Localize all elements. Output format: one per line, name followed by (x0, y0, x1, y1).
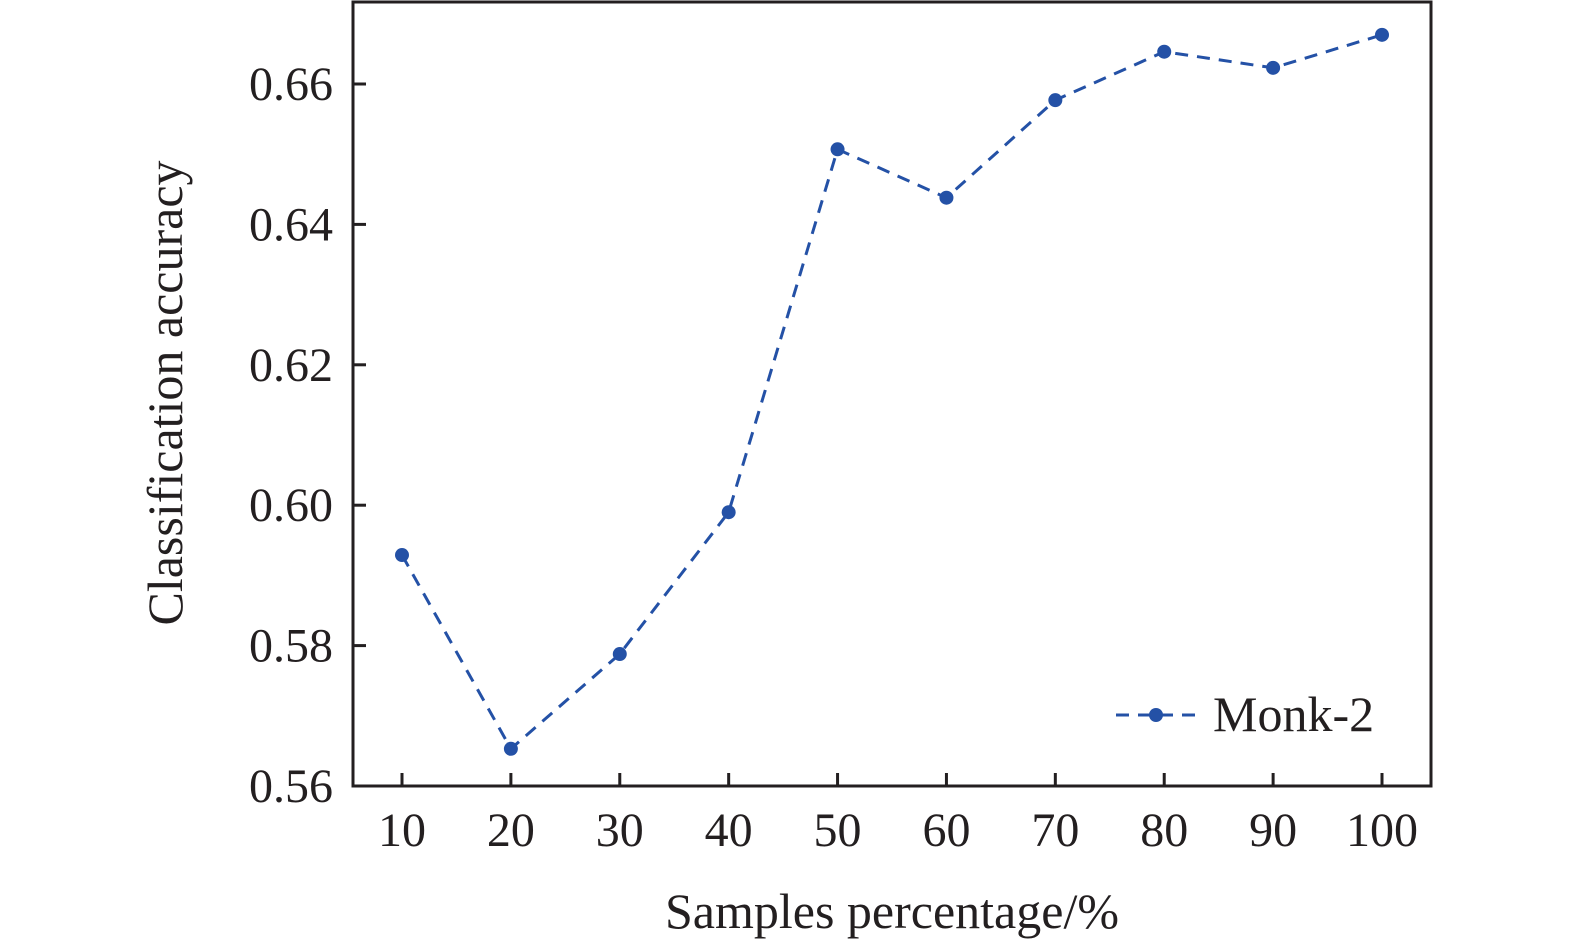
x-tick-label: 30 (596, 804, 644, 857)
legend-label: Monk-2 (1213, 686, 1374, 742)
plot-frame (351, 0, 1433, 788)
series-group (395, 27, 1389, 756)
data-point (721, 505, 736, 520)
x-tick-label: 90 (1249, 804, 1297, 857)
data-point (1048, 93, 1063, 108)
y-axis-title: Classification accuracy (137, 160, 193, 625)
series-line-monk-2 (400, 33, 1383, 752)
x-tick-label: 60 (922, 804, 970, 857)
y-tick-label: 0.66 (249, 58, 333, 111)
legend-marker-sample (1149, 708, 1163, 722)
data-point (612, 647, 627, 662)
x-axis: 10 20 30 40 50 60 70 80 90 100 (378, 773, 1418, 857)
x-tick-label: 20 (487, 804, 535, 857)
x-tick-label: 50 (814, 804, 862, 857)
y-tick-label: 0.62 (249, 339, 333, 392)
x-tick-label: 70 (1031, 804, 1079, 857)
data-point (395, 548, 409, 563)
data-point (1375, 27, 1389, 42)
x-tick-label: 40 (705, 804, 753, 857)
y-tick-label: 0.58 (249, 620, 333, 673)
data-point (830, 142, 845, 157)
data-point (503, 741, 518, 756)
x-axis-title: Samples percentage/% (665, 883, 1119, 939)
y-tick-label: 0.60 (249, 479, 333, 532)
data-point (1266, 60, 1281, 75)
y-tick-label: 0.56 (249, 760, 333, 813)
y-tick-label: 0.64 (249, 198, 333, 251)
y-axis: 0.56 0.58 0.60 0.62 0.64 0.66 (249, 58, 366, 813)
legend: Monk-2 (1116, 686, 1374, 742)
data-point (939, 190, 954, 205)
plot-border (351, 0, 1433, 788)
x-tick-label: 10 (378, 804, 426, 857)
data-point (1157, 44, 1172, 59)
x-tick-label: 100 (1346, 804, 1418, 857)
x-tick-label: 80 (1140, 804, 1188, 857)
